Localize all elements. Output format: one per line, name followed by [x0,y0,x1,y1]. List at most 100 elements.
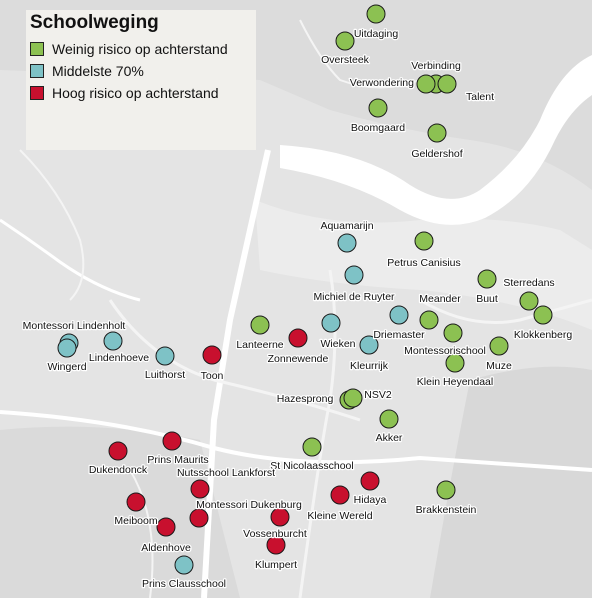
school-marker-buut[interactable] [477,269,497,289]
legend-swatch-low [30,42,44,56]
school-label-klokkenberg: Klokkenberg [514,329,573,341]
school-marker-vossenburcht[interactable] [270,507,290,527]
school-label-prins-maurits: Prins Maurits [147,454,208,466]
river [280,55,592,225]
school-marker-driemaster[interactable] [389,305,409,325]
legend-title: Schoolweging [30,12,159,33]
school-marker-toon[interactable] [202,345,222,365]
school-marker-prins-clausschool[interactable] [174,555,194,575]
school-marker-zonnewende[interactable] [288,328,308,348]
school-label-wieken: Wieken [320,338,355,350]
school-marker-kleurrijk[interactable] [359,335,379,355]
school-label-verwondering: Verwondering [350,77,414,89]
school-marker-talent[interactable] [437,74,457,94]
school-label-meiboom: Meiboom [114,515,157,527]
school-marker-luithorst[interactable] [155,346,175,366]
legend-label-high: Hoog risico op achterstand [52,85,219,101]
school-marker-nutsschool-lankforst[interactable] [190,479,210,499]
school-label-petrus-canisius: Petrus Canisius [387,257,461,269]
school-label-michiel-de-ruyter: Michiel de Ruyter [313,291,395,303]
school-marker-muze[interactable] [489,336,509,356]
school-marker-nsv2[interactable] [343,388,363,408]
school-label-uitdaging: Uitdaging [354,28,399,40]
school-label-geldershof: Geldershof [411,148,462,160]
school-marker-wingerd[interactable] [57,338,77,358]
school-label-dukendonck: Dukendonck [89,464,148,476]
school-marker-boomgaard[interactable] [368,98,388,118]
canal [0,218,141,302]
legend-label-low: Weinig risico op achterstand [52,41,228,57]
school-label-verbinding: Verbinding [411,60,461,72]
school-label-luithorst: Luithorst [145,369,185,381]
legend-swatch-mid [30,64,44,78]
legend-label-mid: Middelste 70% [52,63,144,79]
school-marker-klein-heyendaal[interactable] [445,353,465,373]
school-marker-klokkenberg[interactable] [533,305,553,325]
school-marker-meander[interactable] [419,310,439,330]
school-label-vossenburcht: Vossenburcht [243,528,307,540]
school-label-zonnewende: Zonnewende [268,353,329,365]
school-label-hazesprong: Hazesprong [277,393,334,405]
school-marker-michiel-de-ruyter[interactable] [344,265,364,285]
legend: Schoolweging Weinig risico op achterstan… [26,10,256,150]
school-label-st-nicolaasschool: St Nicolaasschool [270,460,353,472]
legend-item-mid: Middelste 70% [30,63,144,79]
school-marker-kleine-wereld[interactable] [330,485,350,505]
school-marker-hidaya[interactable] [360,471,380,491]
school-marker-lanteerne[interactable] [250,315,270,335]
school-marker-aldenhove[interactable] [156,517,176,537]
school-label-hidaya: Hidaya [354,494,387,506]
school-label-lanteerne: Lanteerne [236,339,283,351]
school-label-akker: Akker [376,432,403,444]
school-label-aldenhove: Aldenhove [141,542,191,554]
legend-swatch-high [30,86,44,100]
school-markers: Uitdaging Oversteek Verbinding Verwondering… [21,4,574,591]
school-label-nsv2: NSV2 [364,389,392,401]
school-label-wingerd: Wingerd [47,361,86,373]
school-marker-dukendonck[interactable] [108,441,128,461]
school-marker-verwondering[interactable] [416,74,436,94]
school-label-klein-heyendaal: Klein Heyendaal [417,376,493,388]
school-marker-geldershof[interactable] [427,123,447,143]
school-label-montessorischool: Montessorischool [404,345,486,357]
school-marker-montessori-dukenburg[interactable] [189,508,209,528]
school-label-prins-clausschool: Prins Clausschool [142,578,226,590]
school-label-oversteek: Oversteek [321,54,370,66]
school-label-driemaster: Driemaster [373,329,425,341]
school-label-talent: Talent [466,91,494,103]
school-label-kleurrijk: Kleurrijk [350,360,389,372]
legend-item-low: Weinig risico op achterstand [30,41,228,57]
school-marker-montessorischool[interactable] [443,323,463,343]
school-marker-akker[interactable] [379,409,399,429]
school-label-kleine-wereld: Kleine Wereld [307,510,372,522]
school-marker-aquamarijn[interactable] [337,233,357,253]
school-label-montessori-dukenburg: Montessori Dukenburg [196,499,302,511]
school-marker-prins-maurits[interactable] [162,431,182,451]
school-label-meander: Meander [419,293,461,305]
school-marker-lindenhoeve[interactable] [103,331,123,351]
school-label-lindenhoeve: Lindenhoeve [89,352,149,364]
school-label-boomgaard: Boomgaard [351,122,405,134]
school-marker-klumpert[interactable] [266,535,286,555]
school-marker-petrus-canisius[interactable] [414,231,434,251]
school-label-buut: Buut [476,293,498,305]
school-label-klumpert: Klumpert [255,559,297,571]
school-label-nutsschool-lankforst: Nutsschool Lankforst [177,467,275,479]
main-road [201,149,271,598]
school-label-sterredans: Sterredans [503,277,554,289]
legend-item-high: Hoog risico op achterstand [30,85,219,101]
school-label-toon: Toon [201,370,224,382]
school-label-montessori-lindenholt: Montessori Lindenholt [23,320,126,332]
school-label-muze: Muze [486,360,512,372]
school-marker-brakkenstein[interactable] [436,480,456,500]
school-marker-oversteek[interactable] [335,31,355,51]
school-label-brakkenstein: Brakkenstein [416,504,477,516]
school-marker-st-nicolaasschool[interactable] [302,437,322,457]
school-marker-meiboom[interactable] [126,492,146,512]
school-marker-sterredans[interactable] [519,291,539,311]
school-label-aquamarijn: Aquamarijn [320,220,373,232]
school-marker-wieken[interactable] [321,313,341,333]
school-marker-uitdaging[interactable] [366,4,386,24]
